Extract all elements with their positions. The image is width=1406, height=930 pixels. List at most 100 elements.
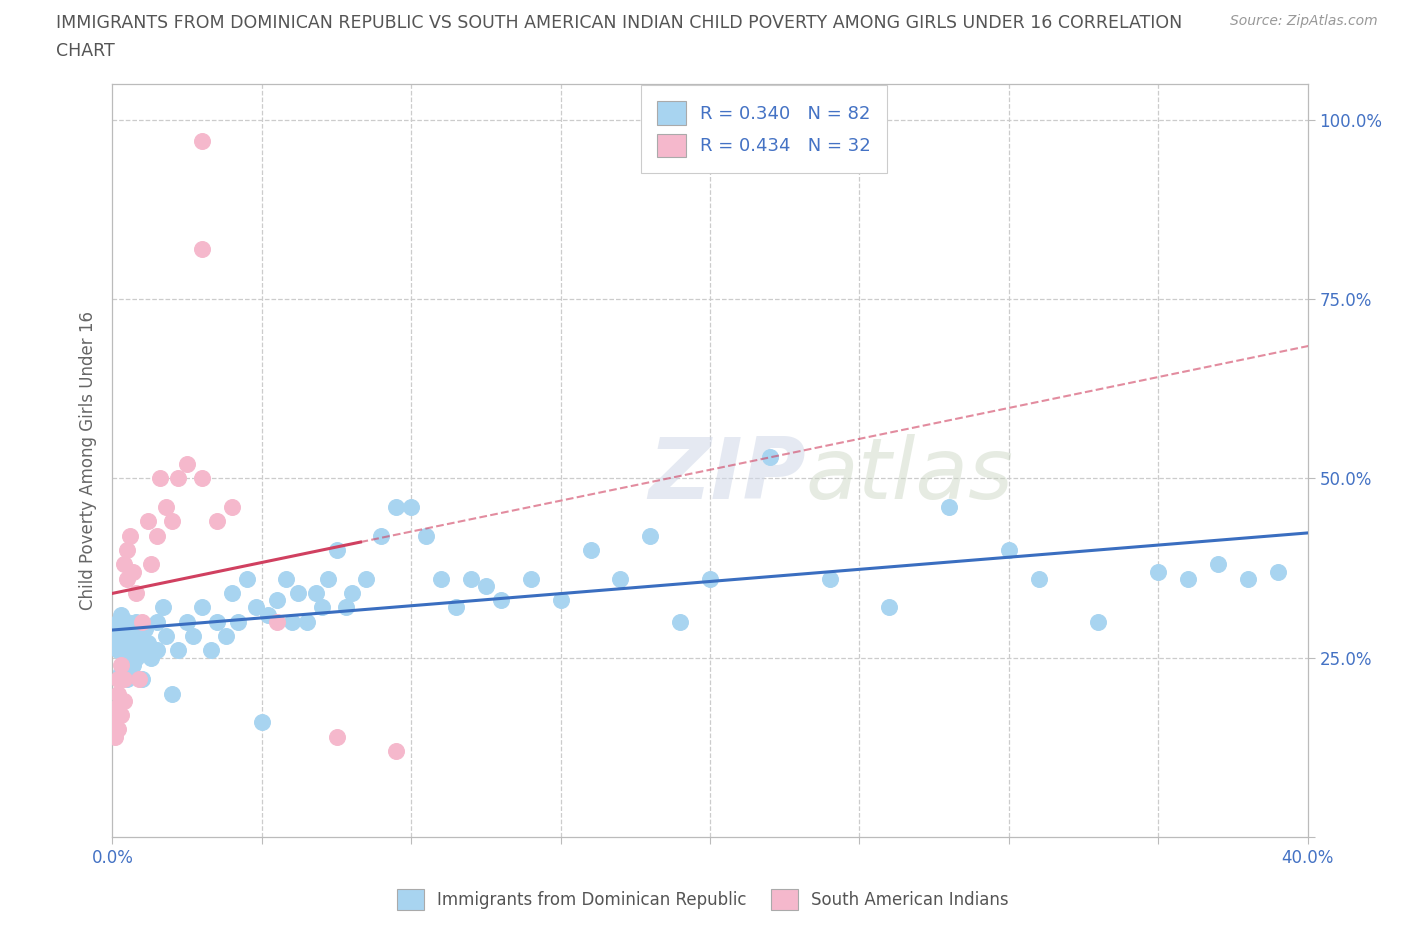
Point <box>120 650 142 665</box>
Point <box>1237 571 1260 586</box>
Point <box>120 528 142 543</box>
Point <box>274 571 297 586</box>
Point <box>550 592 572 607</box>
Point <box>340 586 363 601</box>
Point <box>609 571 631 586</box>
Point <box>141 650 163 665</box>
Point <box>176 615 198 630</box>
Text: Source: ZipAtlas.com: Source: ZipAtlas.com <box>1230 14 1378 28</box>
Point <box>110 658 132 672</box>
Point <box>356 571 378 586</box>
Point <box>114 671 135 686</box>
Point <box>818 571 841 586</box>
Point <box>1206 557 1229 572</box>
Point <box>107 722 129 737</box>
Point <box>191 134 214 149</box>
Point <box>122 658 145 672</box>
Point <box>107 686 129 701</box>
Point <box>335 600 357 615</box>
Point <box>1177 571 1199 586</box>
Point <box>305 586 328 601</box>
Point <box>128 629 150 644</box>
Point <box>104 729 127 744</box>
Legend: Immigrants from Dominican Republic, South American Indians: Immigrants from Dominican Republic, Sout… <box>391 883 1015 917</box>
Point <box>699 571 721 586</box>
Point <box>266 592 288 607</box>
Point <box>128 671 150 686</box>
Point <box>250 715 273 730</box>
Point <box>1267 565 1289 579</box>
Point <box>114 693 135 708</box>
Point <box>117 671 139 686</box>
Point <box>146 615 169 630</box>
Point <box>138 514 160 529</box>
Point <box>131 671 153 686</box>
Point <box>107 671 129 686</box>
Text: atlas: atlas <box>806 434 1014 517</box>
Point <box>191 241 214 256</box>
Point <box>110 607 132 622</box>
Point <box>236 571 259 586</box>
Point <box>1147 565 1170 579</box>
Point <box>117 542 139 557</box>
Point <box>401 499 423 514</box>
Point <box>155 499 177 514</box>
Point <box>146 528 169 543</box>
Text: ZIP: ZIP <box>648 434 806 517</box>
Point <box>640 528 662 543</box>
Y-axis label: Child Poverty Among Girls Under 16: Child Poverty Among Girls Under 16 <box>79 311 97 610</box>
Point <box>117 643 139 658</box>
Point <box>415 528 437 543</box>
Point <box>131 643 153 658</box>
Point <box>221 499 243 514</box>
Point <box>311 600 333 615</box>
Point <box>325 729 347 744</box>
Point <box>138 636 160 651</box>
Point <box>117 571 139 586</box>
Point <box>176 457 198 472</box>
Point <box>316 571 339 586</box>
Point <box>879 600 901 615</box>
Point <box>520 571 543 586</box>
Point <box>281 615 304 630</box>
Point <box>104 715 127 730</box>
Point <box>226 615 249 630</box>
Point <box>125 650 148 665</box>
Point <box>104 700 127 715</box>
Point <box>146 643 169 658</box>
Point <box>110 665 132 680</box>
Point <box>295 615 318 630</box>
Point <box>385 743 408 758</box>
Point <box>122 565 145 579</box>
Point <box>1087 615 1109 630</box>
Point <box>155 629 177 644</box>
Point <box>107 643 129 658</box>
Point <box>266 615 288 630</box>
Point <box>370 528 392 543</box>
Point <box>110 708 132 723</box>
Point <box>131 615 153 630</box>
Point <box>104 621 127 636</box>
Point <box>669 615 692 630</box>
Point <box>152 600 174 615</box>
Point <box>460 571 482 586</box>
Point <box>444 600 467 615</box>
Point <box>149 471 172 485</box>
Point <box>205 514 228 529</box>
Point <box>181 629 204 644</box>
Point <box>325 542 347 557</box>
Point <box>385 499 408 514</box>
Point <box>191 600 214 615</box>
Point <box>257 607 280 622</box>
Text: IMMIGRANTS FROM DOMINICAN REPUBLIC VS SOUTH AMERICAN INDIAN CHILD POVERTY AMONG : IMMIGRANTS FROM DOMINICAN REPUBLIC VS SO… <box>56 14 1182 32</box>
Point <box>221 586 243 601</box>
Point <box>125 586 148 601</box>
Point <box>579 542 602 557</box>
Point <box>110 636 132 651</box>
Point <box>205 615 228 630</box>
Point <box>162 686 183 701</box>
Point <box>117 615 139 630</box>
Point <box>287 586 309 601</box>
Point <box>475 578 498 593</box>
Point <box>191 471 214 485</box>
